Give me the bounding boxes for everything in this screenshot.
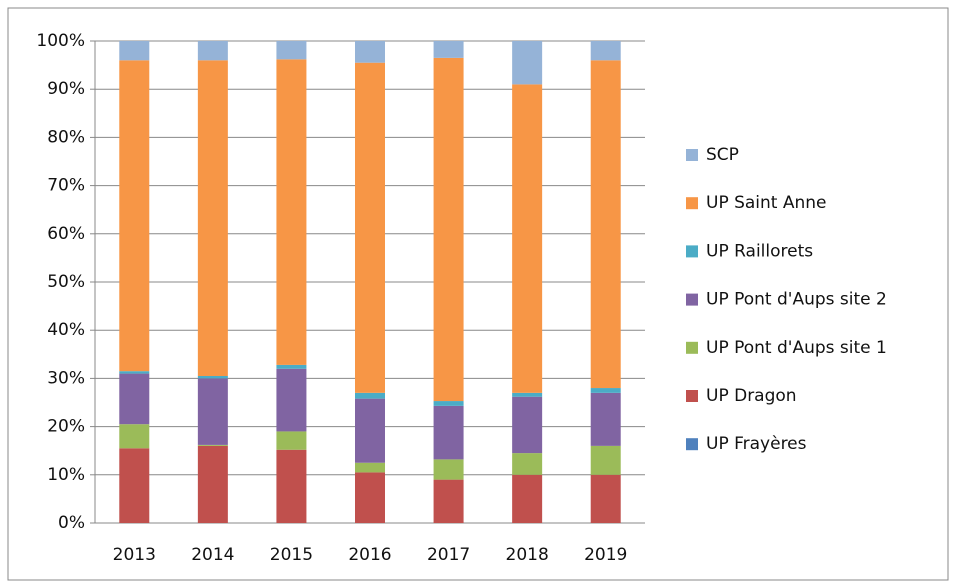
legend-swatch (686, 341, 698, 354)
x-tick-label: 2014 (191, 545, 234, 565)
bar-segment (119, 373, 150, 425)
bar-segment (512, 41, 543, 85)
bar-segment (512, 396, 543, 454)
y-tick-label: 40% (47, 320, 85, 340)
bar-segment (197, 375, 228, 379)
bar-segment (433, 459, 464, 480)
bar-segment (433, 405, 464, 460)
bar-segment (197, 445, 228, 523)
y-tick-label: 80% (47, 127, 85, 147)
x-tick-label: 2017 (427, 545, 470, 565)
bar-segment (276, 41, 307, 60)
bar-segment (119, 41, 150, 61)
bar-segment (119, 371, 150, 374)
legend-swatch (686, 197, 698, 210)
legend-swatch (686, 438, 698, 451)
legend-label: UP Frayères (706, 434, 807, 454)
bar-segment (433, 57, 464, 402)
y-tick-label: 60% (47, 224, 85, 244)
x-tick-label: 2018 (506, 545, 549, 565)
x-tick-label: 2016 (348, 545, 391, 565)
bar-segment (590, 445, 621, 475)
bar-segment (590, 388, 621, 393)
legend-label: UP Dragon (706, 386, 797, 406)
bar-segment (433, 479, 464, 523)
bar-segment (119, 60, 150, 372)
bar-segment (355, 472, 385, 523)
bar-segment (512, 453, 543, 475)
bar-segment (197, 60, 228, 376)
legend-swatch (686, 390, 698, 402)
legend-swatch (686, 149, 698, 161)
bar-segment (197, 41, 228, 61)
legend-swatch (686, 245, 698, 258)
y-tick-label: 0% (58, 513, 85, 533)
bar-segment (197, 378, 228, 445)
bar-segment (355, 41, 385, 63)
y-tick-label: 50% (47, 272, 85, 292)
bar-segment (590, 60, 621, 389)
bar-segment (590, 41, 621, 61)
legend-label: UP Pont d'Aups site 2 (706, 290, 887, 310)
bar-segment (276, 364, 307, 369)
bar-segment (355, 392, 385, 399)
y-tick-label: 70% (47, 176, 85, 196)
y-tick-label: 10% (47, 465, 85, 485)
bar-segment (355, 398, 385, 463)
bar-segment (119, 424, 150, 449)
legend-swatch (686, 293, 698, 306)
x-tick-label: 2019 (584, 545, 627, 565)
y-tick-label: 100% (36, 31, 85, 51)
bar-segment (590, 474, 621, 523)
legend-label: UP Pont d'Aups site 1 (706, 338, 887, 358)
bar-segment (276, 431, 307, 450)
bar-segment (512, 392, 543, 397)
bar-segment (197, 444, 228, 446)
x-tick-label: 2015 (270, 545, 313, 565)
bar-segment (119, 448, 150, 523)
legend-label: UP Raillorets (706, 241, 813, 261)
legend-label: SCP (706, 145, 739, 165)
bar-segment (276, 368, 307, 432)
bar-segment (512, 474, 543, 523)
y-tick-label: 20% (47, 417, 85, 437)
y-tick-label: 90% (47, 79, 85, 99)
chart-border (7, 7, 949, 581)
bar-segment (355, 462, 385, 473)
legend-label: UP Saint Anne (706, 193, 827, 213)
bar-segment (512, 84, 543, 393)
bar-segment (355, 62, 385, 393)
bar-segment (276, 59, 307, 365)
bar-segment (433, 41, 464, 58)
x-tick-label: 2013 (113, 545, 156, 565)
y-tick-label: 30% (47, 368, 85, 388)
bar-segment (433, 401, 464, 406)
bar-segment (276, 449, 307, 523)
bar-segment (590, 392, 621, 446)
